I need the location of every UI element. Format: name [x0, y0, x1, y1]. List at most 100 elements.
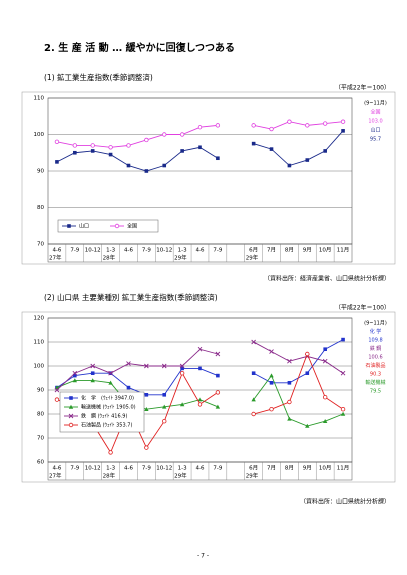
page-number: - 7 - [197, 553, 209, 560]
marker-cross [54, 387, 60, 393]
marker-circle [287, 119, 292, 124]
page-title: 2. 生 産 活 動 … 緩やかに回復しつつある [44, 41, 235, 54]
year-label: 29年 [246, 472, 259, 480]
x-tick-label: 4-6 [196, 248, 205, 254]
marker-square [198, 145, 202, 150]
series-line [56, 121, 344, 148]
legend-marker [68, 413, 74, 419]
marker-cross [108, 370, 113, 376]
marker-cross [179, 363, 185, 369]
year-label: 27年 [49, 254, 62, 262]
marker-square [108, 152, 113, 157]
x-tick-label: 8月 [285, 247, 294, 254]
marker-triangle [269, 373, 274, 378]
marker-circle [215, 390, 221, 395]
legend-label: 化 学 (ｳｪｲﾄ 3947.0) [81, 395, 134, 402]
x-tick-label: 10-12 [85, 248, 101, 254]
year-label: 28年 [103, 472, 116, 480]
marker-circle [340, 119, 346, 124]
marker-circle [162, 419, 167, 424]
marker-circle [108, 450, 113, 455]
marker-square [323, 347, 327, 351]
x-tick-label: 7-9 [70, 248, 79, 254]
annotation: 95.7 [370, 137, 381, 143]
x-tick-label: 10月 [319, 247, 332, 254]
marker-circle [305, 351, 310, 357]
x-tick-label: 7-9 [213, 248, 222, 254]
marker-circle [269, 407, 274, 412]
marker-circle [162, 132, 167, 137]
x-axis-table [47, 461, 353, 481]
marker-square [90, 149, 95, 153]
marker-circle [54, 397, 60, 402]
annotation: 石油製品 [365, 362, 385, 369]
marker-square [216, 373, 220, 378]
source-note: （資料出所：山口県統計分析課） [300, 498, 390, 506]
y-tick-label: 110 [34, 96, 45, 102]
marker-square [73, 373, 77, 378]
marker-circle [251, 411, 256, 417]
marker-triangle [322, 419, 328, 423]
marker-circle [251, 123, 256, 128]
marker-circle [72, 143, 78, 148]
marker-square [162, 163, 167, 168]
annotation: 全国 [370, 109, 380, 116]
year-label: 29年 [174, 254, 187, 262]
x-tick-label: 4-6 [124, 248, 133, 254]
x-axis-table [47, 243, 353, 263]
marker-triangle [215, 404, 221, 409]
x-tick-label: 11月 [337, 247, 350, 254]
marker-triangle [90, 378, 95, 383]
source-note: （資料出所：経済産業省、山口県統計分析課） [264, 275, 390, 283]
marker-triangle [287, 416, 292, 421]
x-tick-label: 7-9 [213, 466, 222, 472]
marker-circle [305, 123, 310, 128]
marker-cross [269, 349, 274, 354]
marker-circle [54, 139, 60, 144]
marker-circle [269, 126, 274, 132]
x-tick-label: 4-6 [196, 466, 205, 472]
marker-square [73, 150, 77, 155]
x-tick-label: 1-3 [106, 466, 115, 472]
x-tick-label: 4-6 [52, 466, 61, 472]
y-tick-label: 80 [37, 205, 44, 211]
marker-triangle [144, 407, 149, 411]
marker-cross [340, 370, 346, 376]
legend-label: 全国 [127, 223, 137, 230]
chart-frame [21, 91, 396, 265]
marker-square [269, 381, 274, 385]
x-tick-label: 10-12 [156, 248, 172, 254]
annotation: (9~11月) [364, 101, 387, 107]
annotation: (9~11月) [364, 321, 387, 327]
x-tick-label: 6月 [249, 465, 258, 472]
marker-circle [322, 121, 328, 126]
marker-circle [144, 445, 149, 450]
marker-triangle [197, 397, 203, 402]
x-tick-label: 1-3 [178, 248, 187, 254]
marker-square [305, 371, 310, 375]
marker-square [180, 366, 184, 371]
marker-circle [197, 402, 203, 407]
marker-triangle [340, 411, 346, 416]
annotation: 109.8 [368, 338, 382, 344]
marker-square [180, 149, 184, 153]
x-tick-label: 4-6 [124, 466, 133, 472]
y-tick-label: 80 [37, 412, 44, 418]
marker-cross [251, 339, 256, 345]
unit-note: （平成22年＝100） [335, 304, 390, 312]
legend-label: 鉄 鋼 (ｳｪｲﾄ 416.9) [81, 413, 127, 420]
legend-marker [114, 223, 120, 229]
marker-circle [197, 124, 203, 130]
x-tick-label: 7-9 [142, 248, 151, 254]
marker-square [341, 337, 345, 342]
y-tick-label: 110 [34, 340, 45, 346]
marker-cross [161, 363, 167, 369]
series-line [56, 341, 344, 391]
marker-square [251, 371, 256, 375]
marker-square [287, 163, 292, 168]
marker-square [341, 129, 345, 133]
y-tick-label: 120 [34, 316, 45, 322]
y-tick-label: 90 [37, 388, 44, 394]
marker-square [144, 169, 149, 173]
